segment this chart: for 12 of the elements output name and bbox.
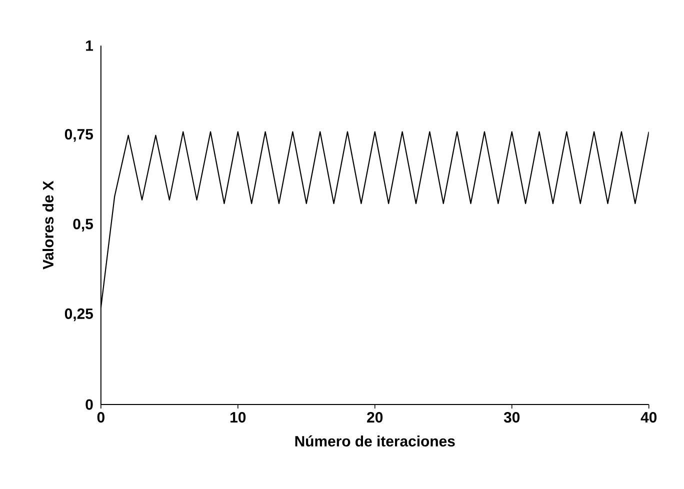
y-tick-label: 0,25 — [64, 308, 93, 322]
y-tick-label: 0,75 — [64, 128, 93, 142]
x-tick-label: 20 — [367, 412, 383, 423]
x-tick-label: 10 — [230, 412, 246, 423]
x-axis-title: Número de iteraciones — [295, 435, 455, 447]
x-tick-label: 40 — [640, 412, 657, 423]
x-tick-label: 0 — [97, 412, 104, 423]
y-axis-title: Valores de X — [42, 180, 54, 270]
x-tick-label: 30 — [504, 412, 520, 423]
y-tick-label: 0 — [86, 399, 93, 410]
y-tick-label: 0,5 — [73, 218, 93, 232]
y-tick-label: 1 — [86, 40, 93, 51]
